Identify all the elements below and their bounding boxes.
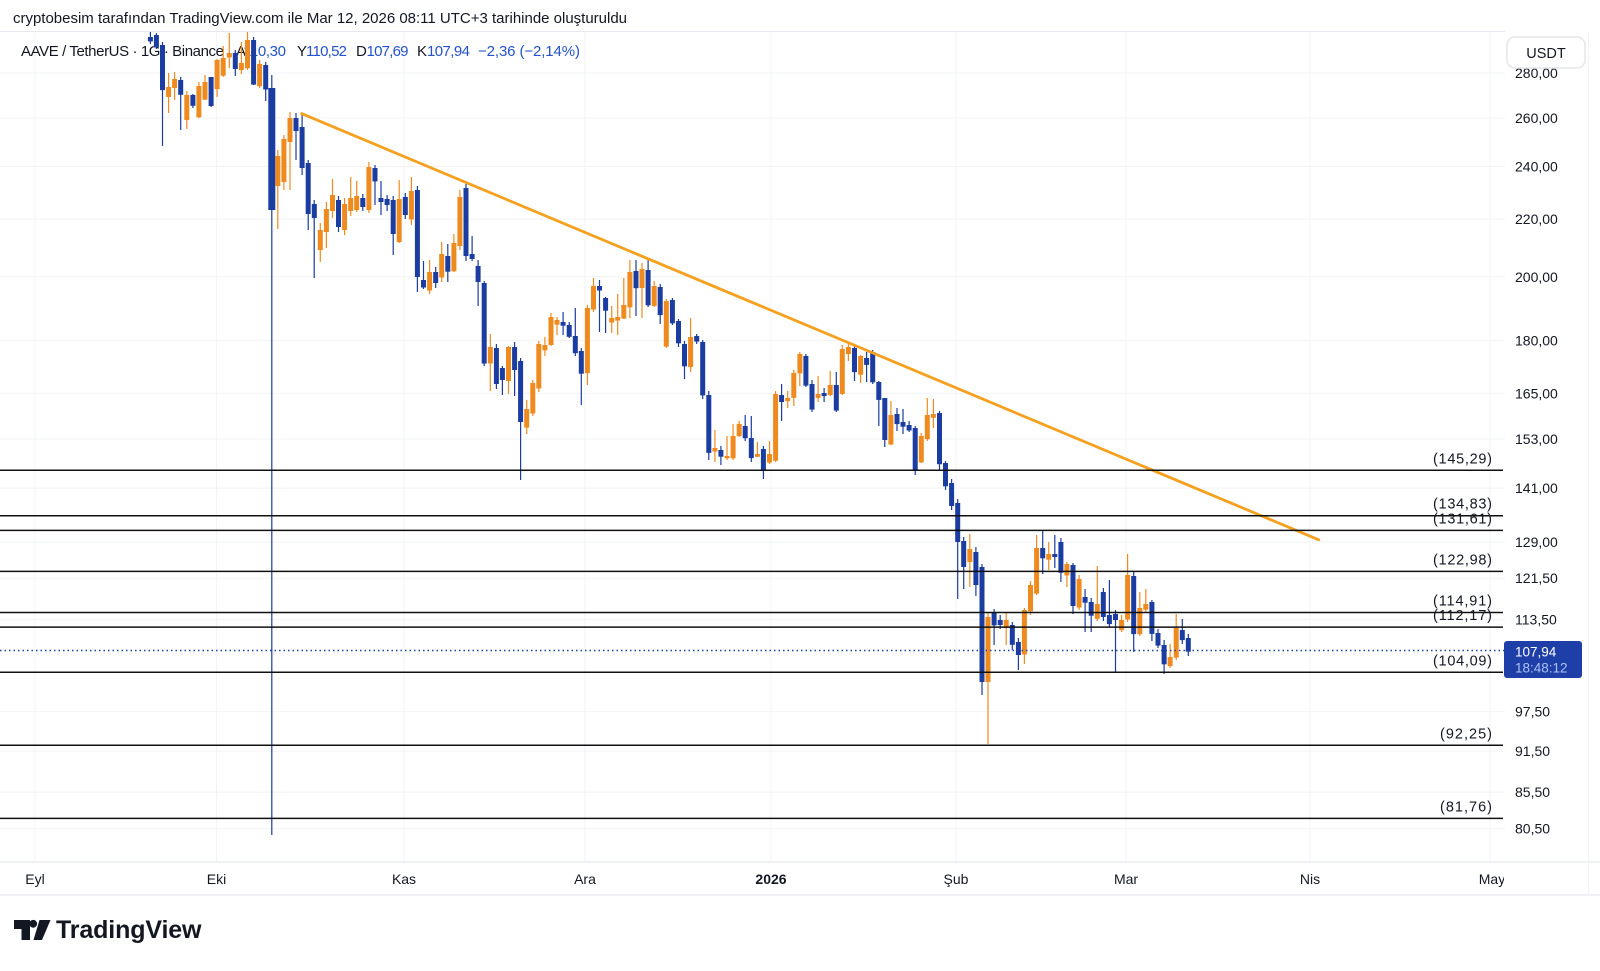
svg-text:USDT: USDT [1526, 46, 1566, 62]
svg-text:Eki: Eki [207, 871, 226, 887]
svg-text:Y: Y [297, 43, 307, 60]
svg-text:91,50: 91,50 [1515, 743, 1550, 759]
svg-text:107,94: 107,94 [427, 43, 470, 60]
svg-text:Mar: Mar [1114, 871, 1138, 887]
svg-text:(145,29): (145,29) [1433, 451, 1492, 467]
svg-text:AAVE / TetherUS · 1G · Binance: AAVE / TetherUS · 1G · Binance [21, 43, 224, 60]
svg-text:(134,83): (134,83) [1433, 497, 1492, 513]
svg-text:(112,17): (112,17) [1433, 608, 1492, 624]
svg-text:(114,91): (114,91) [1433, 594, 1492, 610]
svg-text:May: May [1479, 871, 1505, 887]
svg-text:cryptobesim tarafından Trading: cryptobesim tarafından TradingView.com i… [13, 10, 627, 27]
svg-text:129,00: 129,00 [1515, 534, 1558, 550]
svg-text:Nis: Nis [1300, 871, 1320, 887]
svg-text:(131,61): (131,61) [1433, 511, 1492, 527]
svg-text:121,50: 121,50 [1515, 570, 1558, 586]
svg-text:(104,09): (104,09) [1433, 653, 1492, 669]
svg-text:85,50: 85,50 [1515, 784, 1550, 800]
svg-text:165,00: 165,00 [1515, 385, 1558, 401]
svg-text:200,00: 200,00 [1515, 269, 1558, 285]
svg-text:Kas: Kas [392, 871, 416, 887]
svg-text:(122,98): (122,98) [1433, 552, 1492, 568]
svg-text:220,00: 220,00 [1515, 211, 1558, 227]
svg-text:18:48:12: 18:48:12 [1515, 661, 1568, 676]
svg-text:110,52: 110,52 [306, 43, 347, 60]
svg-text:240,00: 240,00 [1515, 158, 1558, 174]
svg-text:141,00: 141,00 [1515, 480, 1558, 496]
svg-text:180,00: 180,00 [1515, 333, 1558, 349]
svg-text:107,94: 107,94 [1515, 645, 1557, 660]
svg-text:TradingView: TradingView [56, 916, 202, 944]
svg-text:153,00: 153,00 [1515, 431, 1558, 447]
svg-text:Şub: Şub [944, 871, 969, 887]
svg-text:280,00: 280,00 [1515, 65, 1558, 81]
svg-text:97,50: 97,50 [1515, 704, 1550, 720]
svg-text:2026: 2026 [755, 871, 786, 887]
svg-text:260,00: 260,00 [1515, 110, 1558, 126]
svg-text:113,50: 113,50 [1515, 612, 1557, 628]
svg-text:(92,25): (92,25) [1440, 726, 1492, 742]
svg-text:80,50: 80,50 [1515, 821, 1550, 837]
svg-text:K: K [417, 43, 427, 60]
svg-text:−2,36 (−2,14%): −2,36 (−2,14%) [478, 43, 580, 60]
svg-text:Ara: Ara [574, 871, 596, 887]
svg-text:Eyl: Eyl [25, 871, 44, 887]
svg-text:107,69: 107,69 [367, 43, 409, 60]
svg-text:D: D [356, 43, 367, 60]
svg-text:(81,76): (81,76) [1440, 799, 1492, 815]
